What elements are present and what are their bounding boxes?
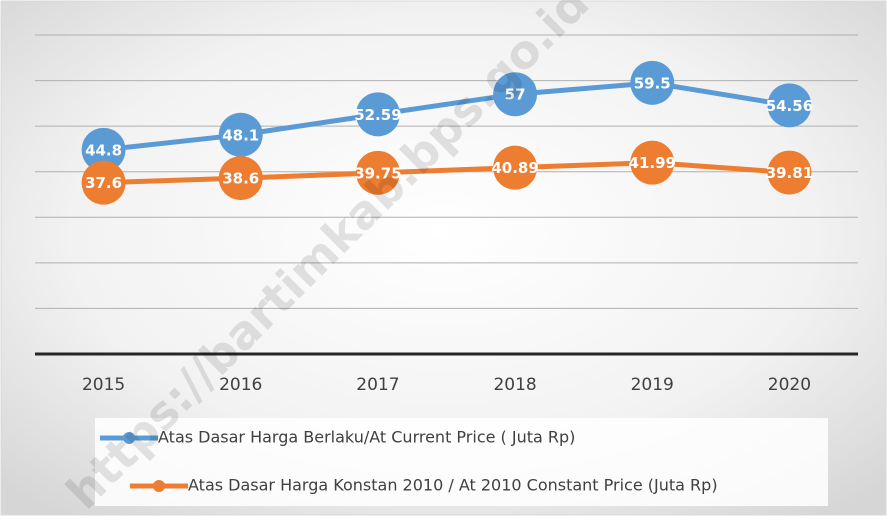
point-marker xyxy=(218,156,263,201)
point-marker xyxy=(630,60,675,105)
data-label: 59.5 xyxy=(634,74,671,92)
x-tick-label: 2016 xyxy=(219,375,262,395)
point-marker xyxy=(493,72,538,117)
data-label: 54.56 xyxy=(766,97,813,115)
x-tick-label: 2017 xyxy=(356,375,399,395)
point-marker xyxy=(355,92,400,137)
point-marker xyxy=(493,145,538,190)
x-tick-label: 2015 xyxy=(82,375,125,395)
data-label: 39.75 xyxy=(354,164,401,182)
data-label: 41.99 xyxy=(629,154,676,172)
point-marker xyxy=(218,112,263,157)
data-label: 44.8 xyxy=(85,141,122,159)
point-marker xyxy=(355,150,400,195)
data-label: 52.59 xyxy=(354,106,401,124)
data-label: 48.1 xyxy=(222,126,259,144)
legend-marker xyxy=(153,480,165,492)
legend-box xyxy=(95,418,828,506)
point-marker xyxy=(81,160,126,205)
legend-label: Atas Dasar Harga Konstan 2010 / At 2010 … xyxy=(188,476,718,495)
series-line xyxy=(103,80,790,153)
x-tick-label: 2018 xyxy=(493,375,536,395)
x-tick-label: 2020 xyxy=(768,375,811,395)
point-marker xyxy=(630,140,675,185)
legend-marker xyxy=(123,432,135,444)
point-marker xyxy=(767,83,812,128)
data-label: 39.81 xyxy=(766,164,813,182)
legend-label: Atas Dasar Harga Berlaku/At Current Pric… xyxy=(158,428,575,447)
point-marker xyxy=(767,150,812,195)
series-line xyxy=(103,160,790,186)
x-tick-label: 2019 xyxy=(631,375,674,395)
data-label: 57 xyxy=(505,86,526,104)
data-label: 37.6 xyxy=(85,174,122,192)
point-marker xyxy=(81,127,126,172)
data-label: 40.89 xyxy=(491,159,538,177)
data-label: 38.6 xyxy=(222,170,259,188)
